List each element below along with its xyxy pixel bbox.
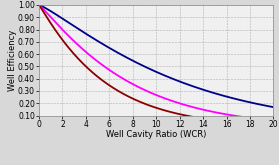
80% reflectance (188, 84, 191, 86)
40% reflectance (122, 93, 126, 95)
80% reflectance (105, 45, 108, 47)
40% reflectance (191, 116, 194, 118)
40% reflectance (37, 4, 41, 6)
60% reflectance (95, 60, 98, 62)
Y-axis label: Well Efficiency: Well Efficiency (8, 30, 16, 91)
60% reflectance (105, 67, 108, 69)
Line: 60% reflectance: 60% reflectance (39, 5, 273, 121)
40% reflectance (105, 82, 108, 84)
60% reflectance (37, 4, 41, 6)
40% reflectance (188, 115, 191, 117)
Line: 40% reflectance: 40% reflectance (39, 5, 273, 125)
60% reflectance (191, 106, 194, 108)
60% reflectance (231, 115, 235, 116)
60% reflectance (272, 120, 275, 122)
80% reflectance (231, 97, 235, 99)
80% reflectance (95, 39, 98, 41)
80% reflectance (122, 55, 126, 57)
40% reflectance (231, 121, 235, 123)
60% reflectance (122, 78, 126, 80)
60% reflectance (188, 105, 191, 107)
X-axis label: Well Cavity Ratio (WCR): Well Cavity Ratio (WCR) (106, 130, 206, 139)
40% reflectance (272, 124, 275, 126)
80% reflectance (37, 4, 41, 6)
80% reflectance (191, 85, 194, 87)
Line: 80% reflectance: 80% reflectance (39, 5, 273, 107)
40% reflectance (95, 75, 98, 77)
80% reflectance (272, 106, 275, 108)
